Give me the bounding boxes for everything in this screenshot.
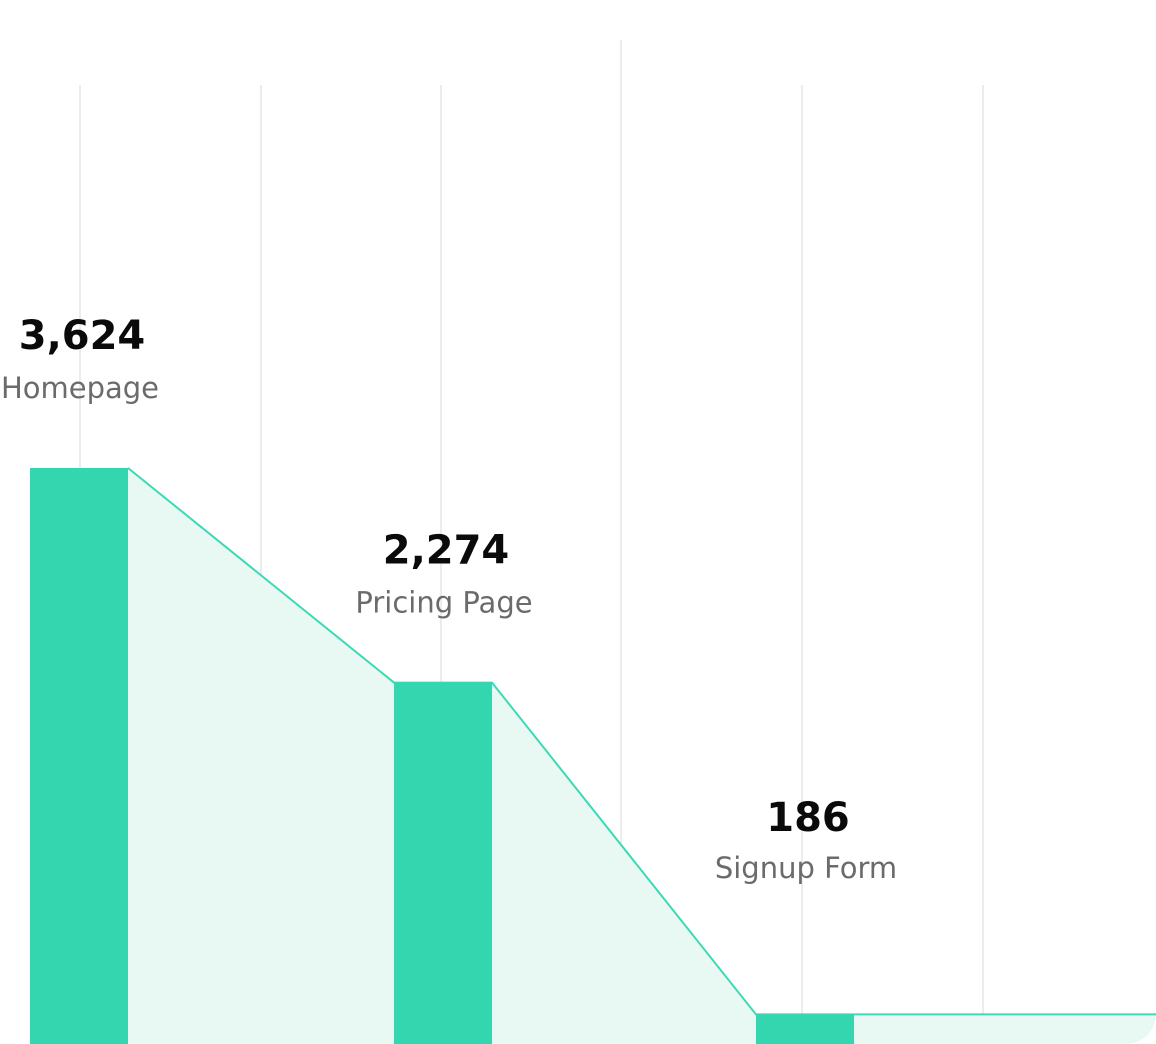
value-label: 3,624 [19,313,146,359]
plot [30,467,1156,1044]
funnel-bar [30,468,128,1044]
step-label: Pricing Page [355,586,532,620]
step-label: Signup Form [715,851,897,885]
step-label: Homepage [1,371,159,405]
funnel-line [127,467,1156,1016]
value-label: 186 [766,795,850,841]
funnel-bar [756,1014,854,1044]
funnel-area [128,468,1156,1044]
funnel-bar [394,682,492,1044]
value-label: 2,274 [383,528,510,574]
